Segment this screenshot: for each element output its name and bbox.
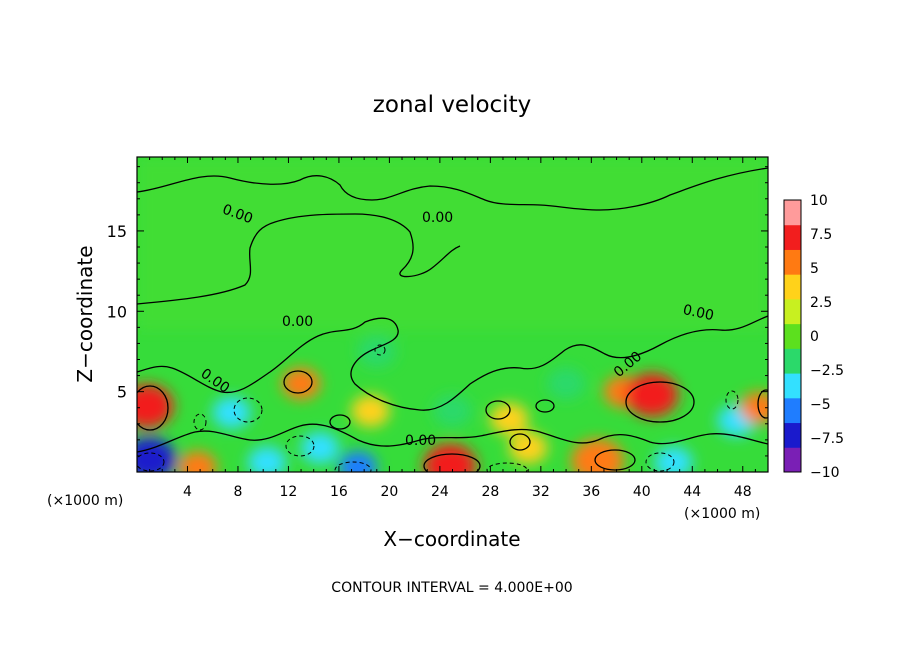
y-axis-label: Z−coordinate [73, 245, 97, 382]
x-tick-label: 48 [734, 484, 752, 500]
velocity-field [137, 157, 768, 472]
chart-title: zonal velocity [373, 92, 531, 118]
colorbar-cell [784, 422, 801, 448]
x-axis-ticks: 4 8 12 16 20 24 28 32 36 40 44 48 [149, 157, 756, 500]
colorbar-labels: 10 7.5 5 2.5 0 −2.5 −5 −7.5 −10 [810, 193, 844, 481]
x-tick-label: 28 [481, 484, 499, 500]
contour-line-lower [137, 423, 768, 453]
contour-loop-cold-h [374, 344, 386, 356]
contour-loop-cold-f [645, 452, 675, 472]
x-tick-label: 40 [633, 484, 651, 500]
x-axis-label: X−coordinate [383, 527, 520, 551]
contour-loop-hot-upper [283, 370, 313, 394]
contour-loop-cold-g [725, 390, 739, 410]
contour-loop-hot-right [625, 381, 695, 423]
contour-loop-warm-d [329, 414, 351, 430]
field-feature [137, 437, 177, 472]
contour-label: 0.00 [282, 314, 313, 330]
colorbar-cell [784, 323, 801, 349]
contour-label: 0.00 [422, 210, 453, 226]
colorbar-cell [784, 447, 801, 473]
colorbar-cell [784, 397, 801, 424]
colorbar-cell [784, 298, 801, 325]
colorbar-cell [784, 200, 801, 226]
colorbar-cells [784, 200, 801, 473]
contour-loop-warm-b [509, 433, 531, 451]
contour-loop-cold-a [233, 397, 263, 423]
colorbar-tick-label: −10 [810, 465, 840, 481]
contour-line-top [137, 167, 768, 211]
x-tick-label: 44 [683, 484, 701, 500]
x-tick-label: 4 [183, 484, 192, 500]
x-tick-label: 36 [582, 484, 600, 500]
y-axis-ticks: 5 10 15 [107, 166, 768, 457]
contour-loop-right-edge [757, 389, 768, 419]
field-feature [351, 394, 390, 427]
y-tick-label: 5 [117, 383, 127, 402]
contour-label: 0.00 [681, 302, 715, 324]
field-feature [212, 396, 251, 429]
negative-contours [137, 344, 739, 472]
contour-label: 0.00 [405, 433, 436, 449]
field-feature [654, 446, 693, 472]
colorbar-cell [784, 224, 801, 250]
x-unit-right: (×1000 m) [684, 506, 760, 522]
x-tick-label: 32 [532, 484, 550, 500]
field-feature [571, 438, 625, 472]
contour-loop-warm-a [485, 400, 511, 420]
field-feature [137, 384, 174, 429]
colorbar-tick-label: −5 [810, 397, 831, 413]
field-blobs [137, 157, 768, 472]
field-feature [423, 443, 477, 472]
contour-loop-cold-b [193, 413, 207, 431]
contour-loop-cold-c [285, 435, 315, 457]
y-tick-label: 10 [107, 302, 127, 321]
colorbar-tick-label: 7.5 [810, 227, 832, 243]
y-tick-label: 15 [107, 222, 127, 241]
x-tick-label: 20 [380, 484, 398, 500]
contour-line-upper-mid [137, 213, 461, 305]
field-feature [357, 335, 396, 368]
colorbar-frame [783, 199, 802, 473]
field-feature [490, 402, 529, 435]
x-tick-label: 16 [330, 484, 348, 500]
field-feature [281, 367, 321, 400]
colorbar: 10 7.5 5 2.5 0 −2.5 −5 −7.5 −10 [783, 193, 844, 481]
field-feature [433, 394, 472, 427]
x-tick-label: 24 [431, 484, 449, 500]
field-feature [625, 372, 679, 417]
field-feature [300, 431, 340, 464]
contour-line-mid [137, 315, 768, 411]
field-feature [247, 446, 287, 472]
colorbar-tick-label: −2.5 [810, 363, 844, 379]
contour-loop-cold-e [137, 452, 165, 472]
colorbar-tick-label: 2.5 [810, 295, 832, 311]
colorbar-cell [784, 373, 801, 399]
colorbar-cell [784, 348, 801, 374]
contour-loop-warm-c [535, 399, 555, 413]
colorbar-cell [784, 274, 801, 300]
field-feature [178, 451, 217, 472]
field-feature [509, 431, 548, 464]
contour-loop-hot-bottom [423, 453, 481, 472]
contour-loop-cold-d [334, 461, 372, 472]
contour-interval-note: CONTOUR INTERVAL = 4.000E+00 [331, 580, 572, 596]
colorbar-tick-label: 0 [810, 329, 819, 345]
colorbar-tick-label: 10 [810, 193, 828, 209]
zero-contours [137, 167, 768, 472]
contour-loop-hot-left [137, 385, 169, 431]
colorbar-tick-label: −7.5 [810, 431, 844, 447]
field-feature [546, 367, 586, 400]
field-feature [338, 451, 378, 472]
colorbar-cell [784, 249, 801, 275]
x-tick-label: 12 [280, 484, 298, 500]
contour-loop-cold-i [486, 462, 528, 472]
x-unit-left: (×1000 m) [47, 493, 123, 509]
colorbar-tick-label: 5 [810, 261, 819, 277]
field-wash [137, 157, 768, 331]
plot-area: 0.00 0.00 0.00 0.00 0.00 0.00 0.00 4 8 12 1… [107, 156, 769, 500]
x-tick-label: 8 [233, 484, 242, 500]
contour-loop-warm-e [594, 449, 636, 471]
